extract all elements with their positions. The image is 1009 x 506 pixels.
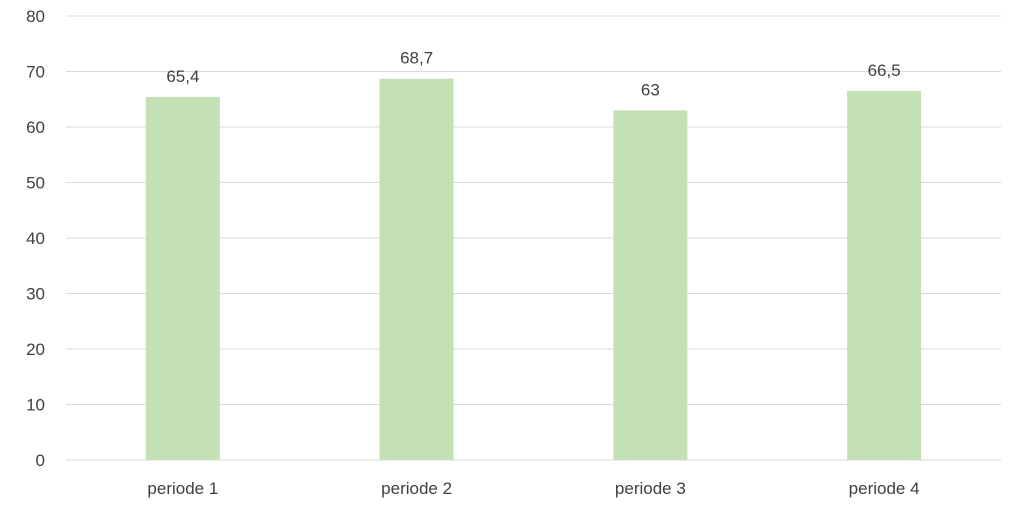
- bars: [145, 78, 922, 461]
- y-tick-label: 50: [26, 174, 45, 193]
- data-label: 65,4: [166, 67, 199, 86]
- x-category-label: periode 2: [381, 479, 452, 498]
- bar: [145, 97, 220, 460]
- data-labels: 65,4 68,7 63 66,5: [166, 49, 900, 100]
- x-axis-category-labels: periode 1 periode 2 periode 3 periode 4: [147, 479, 919, 498]
- y-tick-label: 60: [26, 118, 45, 137]
- gridlines: [66, 15, 1001, 461]
- bar: [379, 78, 454, 460]
- data-label: 68,7: [400, 49, 433, 68]
- y-tick-label: 80: [26, 7, 45, 26]
- data-label: 66,5: [868, 61, 901, 80]
- y-tick-label: 20: [26, 340, 45, 359]
- y-axis-tick-labels: 0 10 20 30 40 50 60 70 80: [26, 7, 45, 470]
- x-category-label: periode 1: [147, 479, 218, 498]
- x-category-label: periode 3: [615, 479, 686, 498]
- bar: [613, 110, 688, 460]
- y-tick-label: 10: [26, 396, 45, 415]
- data-label: 63: [641, 80, 660, 99]
- x-category-label: periode 4: [849, 479, 920, 498]
- y-tick-label: 40: [26, 229, 45, 248]
- y-tick-label: 0: [36, 451, 45, 470]
- bar: [847, 90, 922, 461]
- y-tick-label: 30: [26, 285, 45, 304]
- y-tick-label: 70: [26, 63, 45, 82]
